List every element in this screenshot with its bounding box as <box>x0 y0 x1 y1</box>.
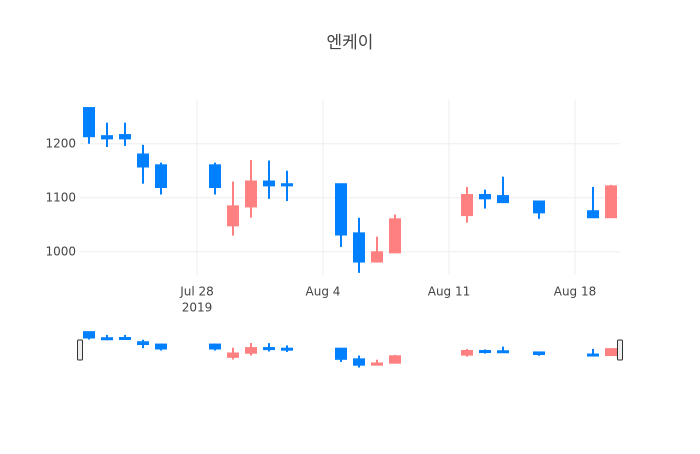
candle-body <box>479 194 491 200</box>
rangeslider-handle <box>617 339 623 361</box>
x-tick-label: Aug 11 <box>428 285 471 299</box>
candle-body <box>83 107 95 138</box>
candle-body <box>605 185 617 219</box>
slider-candle-body <box>353 358 365 366</box>
candle-body <box>533 200 545 214</box>
candle-body <box>137 153 149 168</box>
slider-candle-body <box>209 343 221 350</box>
slider-candle-body <box>227 352 239 358</box>
candle-body <box>227 205 239 227</box>
candle-body <box>209 164 221 189</box>
slider-candle-body <box>245 347 257 354</box>
slider-candle-body <box>281 347 293 351</box>
candle-body <box>281 183 293 187</box>
candle-body <box>335 183 347 236</box>
candle-body <box>353 232 365 263</box>
slider-candle-body <box>371 362 383 366</box>
slider-candle-body <box>137 341 149 346</box>
slider-candle-body <box>587 353 599 357</box>
slider-candle-body <box>263 347 275 351</box>
slider-candle-body <box>83 331 95 339</box>
slider-candle-body <box>497 350 509 354</box>
candle-body <box>119 134 131 140</box>
slider-candle-body <box>119 337 131 341</box>
x-tick-label: Aug 18 <box>554 285 597 299</box>
candle-body <box>461 194 473 217</box>
candle-body <box>263 180 275 187</box>
slider-candle-body <box>155 343 167 350</box>
rangeslider-handle <box>77 339 83 361</box>
x-tick-label: Aug 4 <box>306 285 341 299</box>
y-tick-label: 1200 <box>45 136 76 150</box>
slider-candle-body <box>101 337 113 341</box>
candle-body <box>245 180 257 208</box>
candle-body <box>155 164 167 189</box>
y-tick-label: 1100 <box>45 190 76 204</box>
chart-title: 엔케이 <box>327 33 374 53</box>
candle-body <box>389 218 401 254</box>
candle-body <box>497 195 509 204</box>
slider-candle-body <box>479 350 491 354</box>
x-year-label: 2019 <box>182 301 213 315</box>
slider-candle-body <box>461 350 473 356</box>
candle-body <box>587 210 599 219</box>
slider-candle-body <box>389 355 401 364</box>
rangeslider-bg <box>80 330 620 368</box>
candle-body <box>101 135 113 140</box>
slider-candle-body <box>335 347 347 360</box>
x-tick-label: Jul 28 <box>179 285 214 299</box>
slider-candle-body <box>605 348 617 357</box>
candle-body <box>371 251 383 263</box>
y-tick-label: 1000 <box>45 244 76 258</box>
slider-candle-body <box>533 351 545 356</box>
